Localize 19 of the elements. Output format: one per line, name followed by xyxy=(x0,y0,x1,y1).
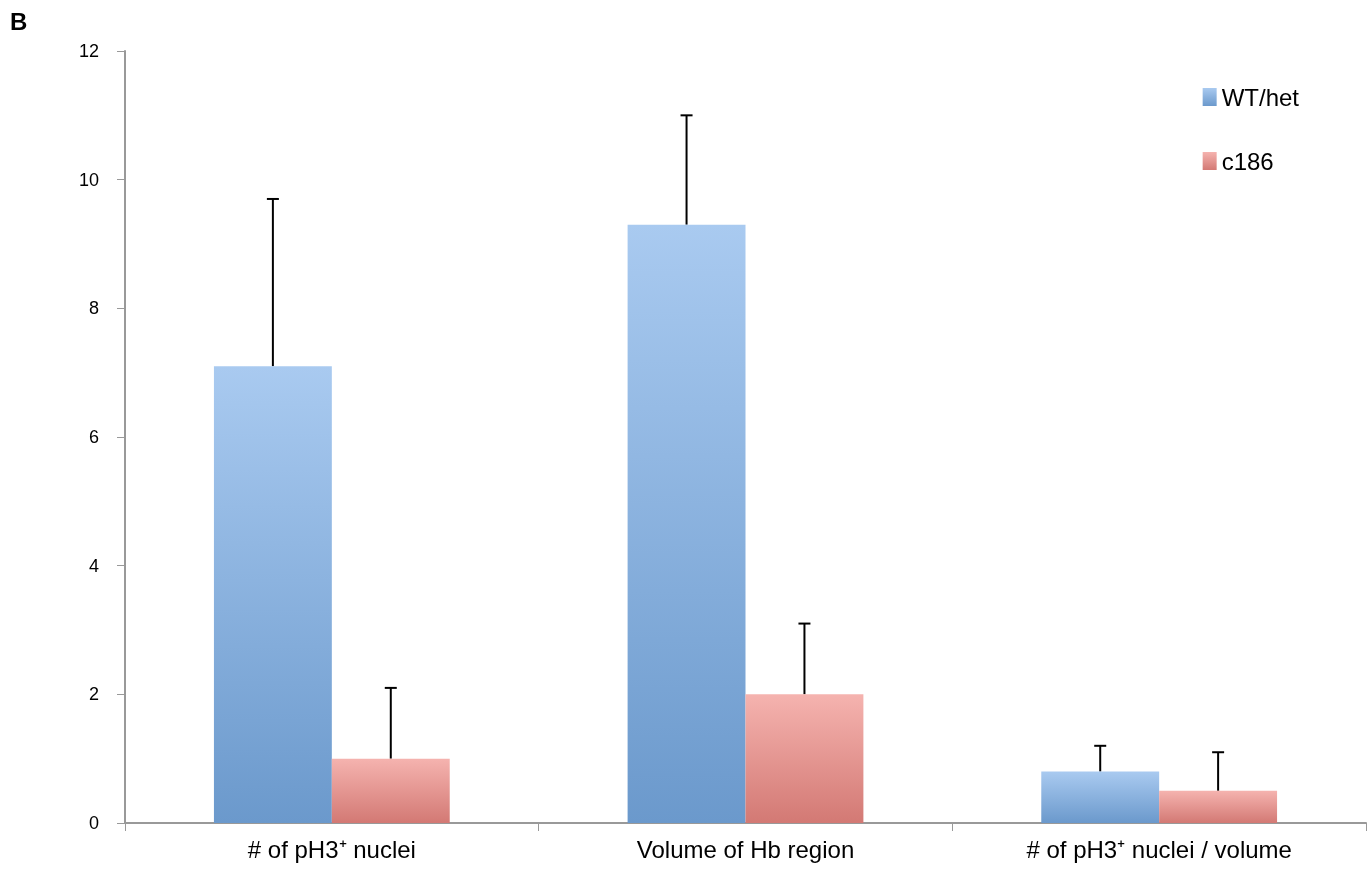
bar xyxy=(627,224,746,823)
x-tick-label: # of pH3⁺ nuclei / volume xyxy=(1026,835,1292,863)
bar xyxy=(213,366,332,823)
text: B xyxy=(10,8,28,36)
legend-label: WT/het xyxy=(1221,83,1300,111)
y-tick-label: 6 xyxy=(88,427,99,447)
bar xyxy=(1041,771,1160,823)
bar xyxy=(745,694,864,823)
y-tick-label: 12 xyxy=(78,41,99,61)
y-tick-label: 2 xyxy=(88,684,99,705)
y-tick-label: 10 xyxy=(78,169,99,190)
bar xyxy=(1159,790,1278,823)
legend-label: c186 xyxy=(1221,147,1274,175)
x-tick-label: Volume of Hb region xyxy=(636,835,855,863)
bar xyxy=(331,758,450,823)
y-tick-label: 0 xyxy=(88,813,99,833)
y-tick-label: 8 xyxy=(88,298,99,319)
y-tick-label: 4 xyxy=(88,555,99,576)
x-tick-label: # of pH3⁺ nuclei xyxy=(247,835,416,863)
